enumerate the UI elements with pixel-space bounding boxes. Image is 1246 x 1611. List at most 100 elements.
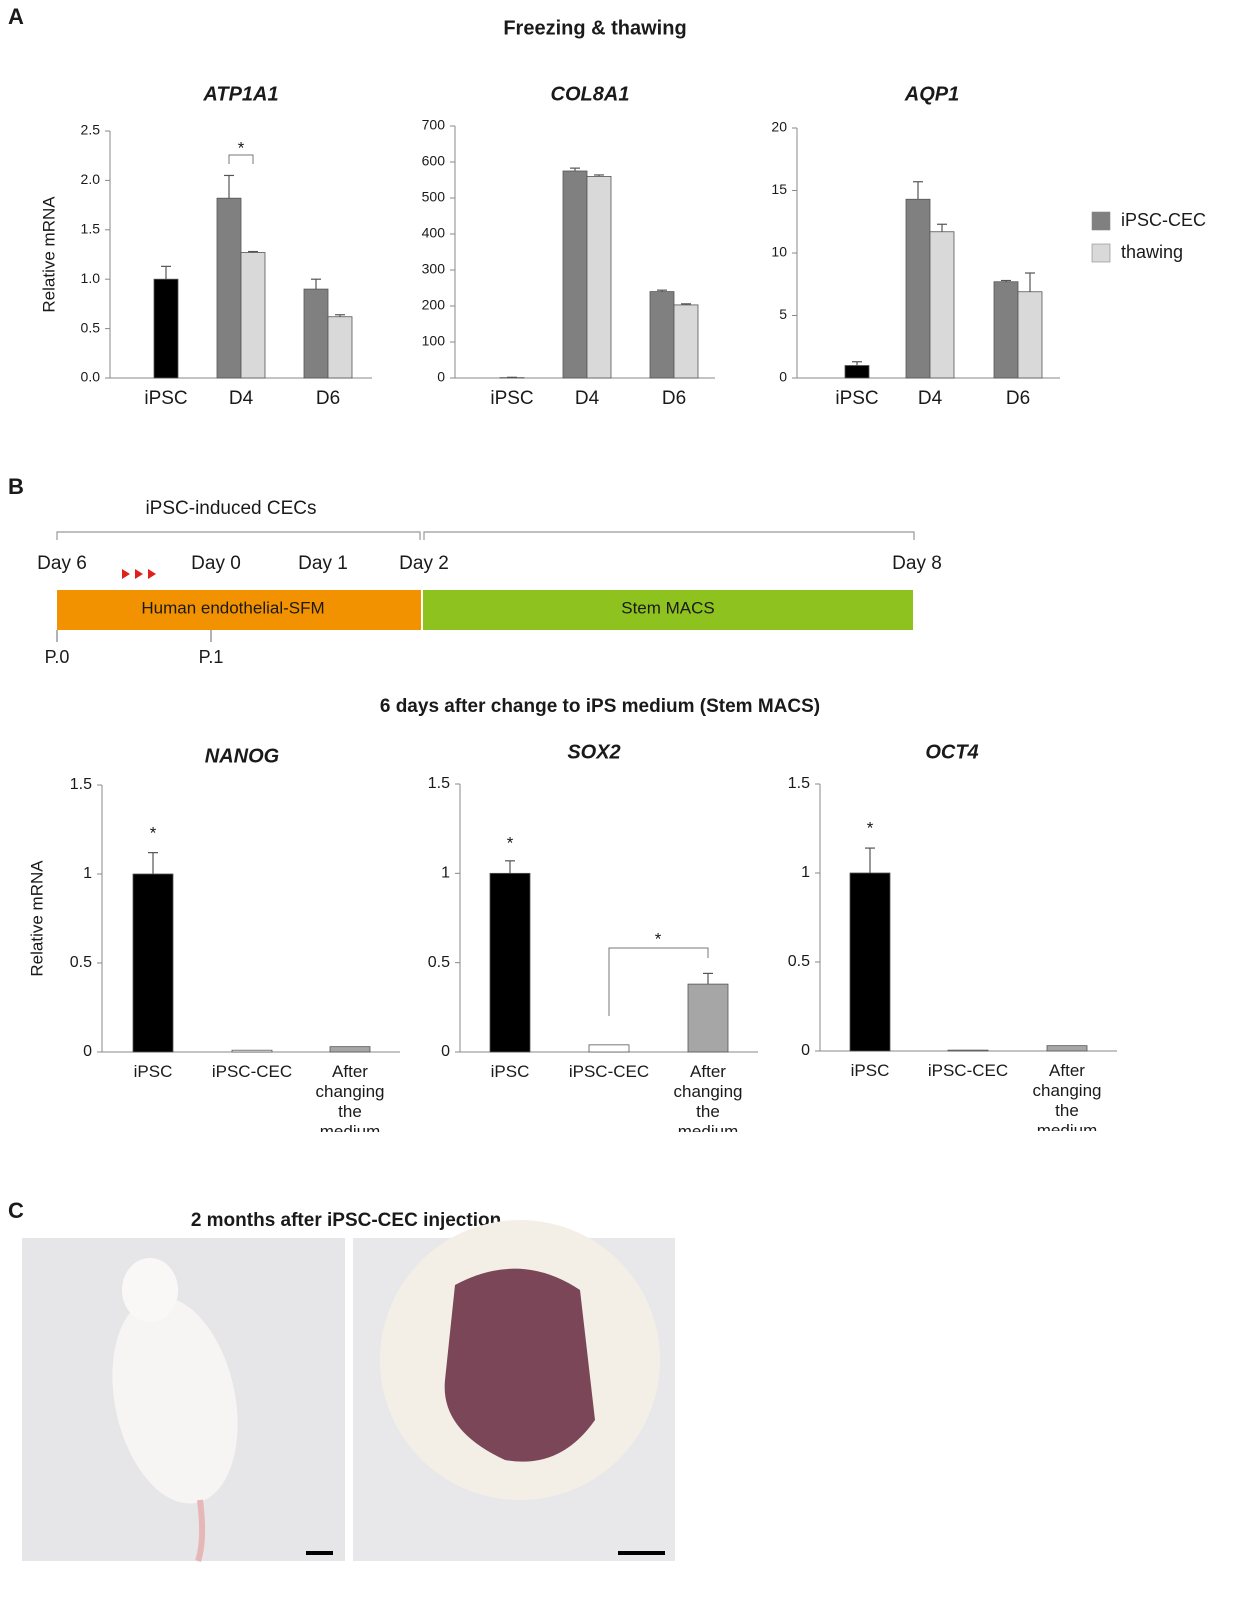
day-label: Day 0 bbox=[191, 553, 241, 574]
bar bbox=[673, 304, 699, 379]
y-tick-label: 15 bbox=[771, 181, 787, 197]
x-tick-label: After changing the medium bbox=[673, 1062, 743, 1132]
y-tick-label: 20 bbox=[771, 119, 787, 135]
arrowhead bbox=[148, 569, 156, 579]
x-tick-label-box: After changing the medium bbox=[1032, 1061, 1102, 1131]
y-axis-label: Relative mRNA bbox=[39, 196, 58, 313]
medium-label: Stem MACS bbox=[621, 598, 715, 617]
y-tick-label: 100 bbox=[422, 333, 446, 349]
panel-label: C bbox=[8, 1198, 24, 1223]
x-tick-label: D4 bbox=[918, 388, 943, 409]
tissue bbox=[444, 1268, 595, 1462]
bar bbox=[1017, 291, 1043, 379]
y-tick-label: 0.5 bbox=[788, 953, 810, 970]
bar bbox=[586, 175, 612, 379]
x-tick-label: iPSC bbox=[144, 388, 187, 409]
y-tick-label: 1.5 bbox=[788, 775, 810, 792]
chart-title: SOX2 bbox=[567, 741, 620, 763]
y-tick-label: 1.5 bbox=[81, 221, 101, 237]
mouse-head bbox=[122, 1258, 178, 1322]
bar bbox=[687, 983, 729, 1053]
bar bbox=[562, 170, 588, 379]
medium-bar bbox=[57, 590, 421, 630]
bar bbox=[216, 197, 242, 379]
y-tick-label: 1.5 bbox=[428, 775, 450, 792]
annotation: * bbox=[507, 833, 514, 852]
x-tick-label-box: iPSC bbox=[491, 1062, 530, 1081]
bar bbox=[1046, 1045, 1088, 1052]
x-tick-label-box: After changing the medium bbox=[315, 1062, 385, 1132]
x-tick-label: iPSC-CEC bbox=[568, 1062, 650, 1081]
y-tick-label: 0 bbox=[779, 369, 787, 385]
x-tick-label-box: After changing the medium bbox=[673, 1062, 743, 1132]
bracket bbox=[423, 531, 915, 540]
y-tick-label: 400 bbox=[422, 225, 446, 241]
y-tick-label: 0 bbox=[437, 369, 445, 385]
x-tick-label-box: iPSC bbox=[850, 1061, 890, 1080]
y-tick-label: 0 bbox=[83, 1043, 92, 1060]
y-tick-label: 2.0 bbox=[81, 171, 101, 187]
significance-bracket bbox=[228, 154, 254, 164]
timeline: iPSC-induced CECs Day 6 Day 0 Day 1 Day … bbox=[37, 498, 942, 667]
chart-title: AQP1 bbox=[904, 83, 959, 105]
bar bbox=[231, 1049, 273, 1053]
bar bbox=[993, 281, 1019, 379]
x-tick-label: D4 bbox=[575, 388, 600, 409]
medium-bar bbox=[423, 590, 913, 630]
day-label: Day 6 bbox=[37, 553, 87, 574]
y-axis-label: Relative mRNA bbox=[27, 860, 46, 977]
bar bbox=[327, 316, 353, 379]
bar bbox=[849, 872, 891, 1052]
passage-label: P.1 bbox=[199, 647, 224, 667]
medium-label: Human endothelial-SFM bbox=[141, 598, 324, 617]
bar bbox=[240, 252, 266, 379]
y-tick-label: 0 bbox=[441, 1043, 450, 1060]
x-tick-label: After changing the medium bbox=[1032, 1061, 1102, 1131]
x-tick-label-box: iPSC bbox=[133, 1062, 173, 1081]
y-tick-label: 200 bbox=[422, 297, 446, 313]
annotation: * bbox=[655, 929, 662, 948]
x-tick-label: D6 bbox=[1006, 388, 1030, 409]
legend-swatch bbox=[1091, 243, 1111, 263]
bar bbox=[844, 365, 870, 379]
bar bbox=[947, 1049, 989, 1052]
legend-label: thawing bbox=[1121, 242, 1183, 262]
y-tick-label: 10 bbox=[771, 244, 787, 260]
x-tick-label-box: iPSC-CEC bbox=[927, 1061, 1009, 1080]
x-tick-label: D6 bbox=[662, 388, 686, 409]
day-label: Day 2 bbox=[399, 553, 449, 574]
chart-title: COL8A1 bbox=[551, 83, 630, 105]
y-tick-label: 500 bbox=[422, 189, 446, 205]
x-tick-label: iPSC-CEC bbox=[211, 1062, 293, 1081]
bar bbox=[649, 291, 675, 379]
bracket-label: iPSC-induced CECs bbox=[145, 498, 316, 519]
bar bbox=[929, 231, 955, 379]
y-tick-label: 0.0 bbox=[81, 369, 101, 385]
chart-title: NANOG bbox=[205, 745, 279, 767]
bar bbox=[153, 278, 179, 379]
bar bbox=[588, 1044, 630, 1053]
bar bbox=[303, 288, 329, 379]
panel-title: 2 months after iPSC-CEC injection bbox=[191, 1210, 501, 1231]
passage-label: P.0 bbox=[45, 647, 70, 667]
panel-title: Freezing & thawing bbox=[503, 17, 686, 39]
x-tick-label: iPSC bbox=[133, 1062, 173, 1081]
photo bbox=[22, 1220, 675, 1562]
x-tick-label-box: iPSC-CEC bbox=[568, 1062, 650, 1081]
x-tick-label: iPSC bbox=[850, 1061, 890, 1080]
y-tick-label: 1.5 bbox=[70, 776, 92, 793]
arrowhead bbox=[135, 569, 143, 579]
y-tick-label: 300 bbox=[422, 261, 446, 277]
day-label: Day 8 bbox=[892, 553, 942, 574]
panel-label: A bbox=[8, 4, 24, 29]
panel-label: B bbox=[8, 474, 24, 499]
arrowhead bbox=[122, 569, 130, 579]
x-tick-label: iPSC-CEC bbox=[927, 1061, 1009, 1080]
y-tick-label: 1 bbox=[441, 865, 450, 882]
x-tick-label: After changing the medium bbox=[315, 1062, 385, 1132]
annotation: * bbox=[238, 138, 245, 157]
significance-bracket bbox=[608, 947, 709, 1016]
y-tick-label: 0 bbox=[801, 1042, 810, 1059]
y-tick-label: 0.5 bbox=[81, 319, 101, 335]
